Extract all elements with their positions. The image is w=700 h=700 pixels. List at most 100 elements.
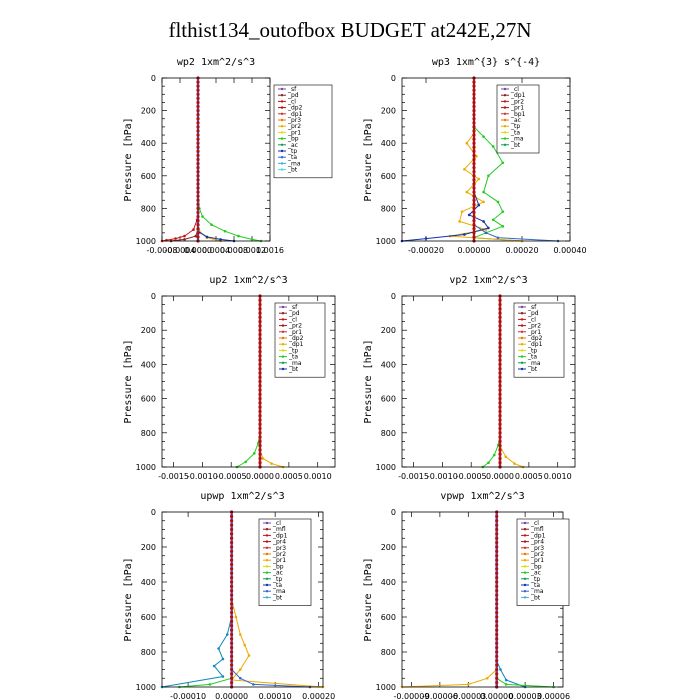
legend-marker [280, 156, 284, 159]
legend-entry: _tp [272, 576, 282, 583]
legend-entry: _dp1 [527, 341, 543, 348]
legend-marker [280, 168, 284, 171]
legend-entry: _ta [530, 582, 540, 589]
y-tick-label: 200 [141, 107, 156, 116]
data-point [258, 397, 262, 401]
data-point [258, 302, 262, 307]
data-point [467, 213, 471, 217]
y-tick-label: 200 [381, 107, 396, 116]
data-point [495, 624, 499, 628]
data-point [487, 461, 490, 465]
data-point [472, 100, 476, 105]
data-point [196, 109, 200, 113]
data-point [258, 328, 262, 332]
legend-entry: _ac [287, 142, 298, 149]
data-point [498, 341, 502, 345]
x-tick-label: -0.0004 [165, 246, 196, 255]
data-point [230, 602, 234, 606]
x-tick-label: 0.00040 [553, 246, 586, 255]
data-point [472, 88, 476, 92]
legend-entry: _pr2 [272, 551, 286, 558]
data-point [472, 133, 476, 137]
data-point [472, 109, 476, 113]
chart-panel-1: wp2 1xm^2/s^3 Pressure [hPa] 0 200 400 600 800… [123, 57, 333, 255]
legend-entry: _pr1 [272, 557, 286, 564]
data-point [174, 237, 177, 240]
data-point [196, 113, 200, 117]
data-point [258, 307, 262, 311]
data-point [196, 202, 200, 206]
data-point [498, 461, 502, 465]
plot-frame [161, 295, 336, 468]
data-point [196, 210, 200, 215]
panel-title: upwp 1xm^2/s^3 [200, 491, 284, 502]
data-point [495, 584, 499, 588]
data-point [495, 597, 499, 602]
data-point [239, 633, 242, 636]
data-point [482, 220, 485, 223]
y-tick-label: 600 [141, 395, 156, 404]
legend-marker [520, 330, 524, 333]
data-point [230, 541, 234, 545]
legend-entry: _pd [287, 92, 299, 99]
chart-panel-5: upwp 1xm^2/s^3 Pressure [hPa] 0 200 400 600 80… [123, 491, 335, 700]
data-point [495, 602, 499, 606]
x-tick-label: -0.0008 [147, 246, 178, 255]
legend-marker [281, 318, 285, 321]
data-point [487, 174, 490, 178]
x-tick-label: -0.0005 [456, 472, 487, 481]
data-point [495, 567, 499, 571]
legend-entry: _tp [287, 148, 297, 155]
y-tick-label: 600 [141, 613, 156, 622]
data-point [230, 663, 234, 667]
data-point [205, 235, 209, 239]
data-point [258, 354, 262, 358]
data-point [472, 141, 476, 145]
data-point [258, 362, 262, 366]
legend-entry: _tp [510, 123, 520, 130]
data-point [196, 96, 200, 100]
data-point [196, 129, 200, 133]
y-tick-label: 0 [151, 508, 156, 517]
data-point [258, 401, 262, 405]
data-point [466, 683, 470, 686]
y-axis-label: Pressure [hPa] [123, 557, 134, 641]
legend-entry: _tp [288, 347, 298, 354]
x-tick-label: -0.0010 [187, 472, 218, 481]
legend-entry: _cl [527, 316, 536, 323]
data-point [498, 354, 502, 358]
legend-entry: _pr2 [287, 123, 301, 130]
x-tick-label: -0.0010 [427, 472, 458, 481]
legend-box [496, 84, 540, 154]
legend-marker [265, 540, 269, 543]
data-point [244, 460, 247, 464]
data-point [498, 315, 502, 319]
legend: _sf_pd_cl_pr2_pr1_dp2_dp1_tp_ta_ma_bt [513, 302, 565, 378]
legend-entry: _ma [287, 160, 301, 167]
legend-entry: _pr1 [510, 105, 524, 112]
data-point [196, 178, 200, 182]
legend-marker [520, 367, 524, 371]
data-point [261, 457, 265, 460]
data-point [472, 161, 476, 166]
data-point [258, 367, 262, 371]
y-tick-label: 1000 [136, 463, 156, 472]
data-point [230, 659, 234, 663]
legend-marker [281, 312, 285, 315]
x-tick-label: 0.0005 [515, 472, 543, 481]
data-point [495, 654, 499, 658]
legend-marker [523, 559, 527, 562]
data-point [498, 324, 502, 328]
legend-entry: _pd [288, 310, 300, 317]
data-point [498, 362, 502, 366]
data-point [230, 514, 234, 518]
data-point [196, 133, 200, 137]
legend-marker [523, 528, 527, 531]
data-point [472, 174, 476, 178]
data-point [504, 683, 508, 686]
y-tick-label: 800 [141, 204, 156, 213]
y-tick-label: 800 [381, 429, 396, 438]
data-point [498, 349, 502, 354]
data-point [250, 238, 254, 241]
data-point [230, 667, 234, 672]
